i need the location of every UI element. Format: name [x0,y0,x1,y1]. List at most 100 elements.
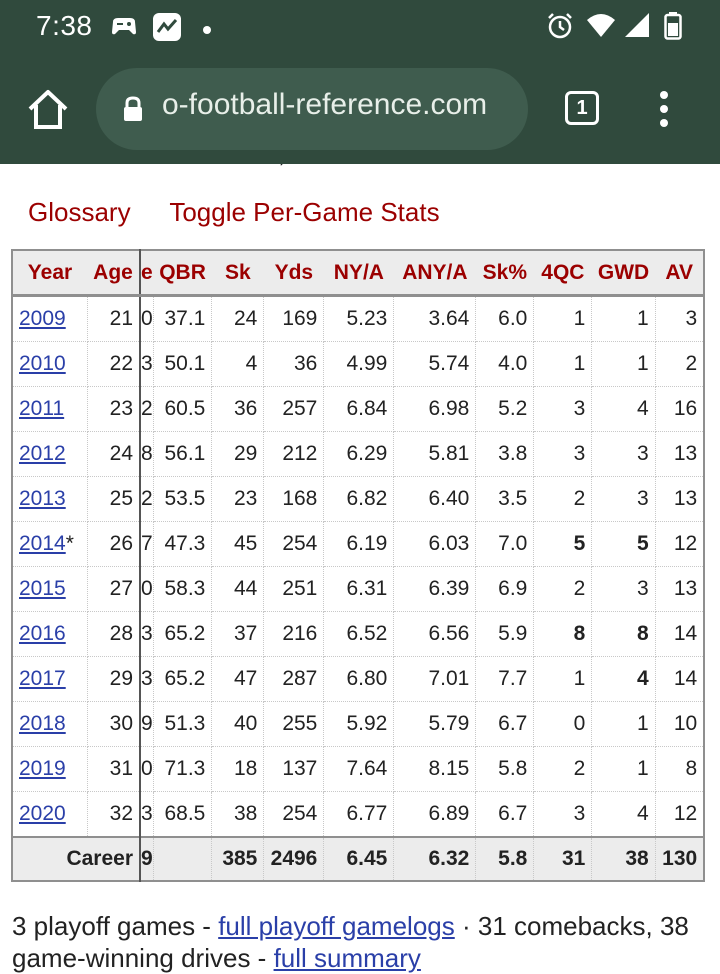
header-sk[interactable]: Sk [211,250,264,297]
header-sk-[interactable]: Sk% [475,250,534,297]
year-link[interactable]: 2019 [19,757,66,780]
qc-cell: 8 [533,611,593,657]
sk-cell: 44 [211,566,265,612]
wifi-icon [586,12,616,43]
career-yds-cell: 2496 [263,836,325,881]
table-row: 2018 30 9 51.3 40 255 5.92 5.79 6.7 0 1 10 [12,701,705,747]
header-age[interactable]: Age [87,250,141,297]
av-cell: 13 [655,476,705,522]
home-icon[interactable] [22,83,74,135]
table-links: Glossary Toggle Per-Game Stats [28,197,472,228]
year-link[interactable]: 2009 [19,307,66,330]
sk-cell: 29 [211,431,265,477]
qbr-cell: 50.1 [153,341,213,387]
header-qbr[interactable]: QBR [153,250,212,297]
qbr-cell: 65.2 [153,656,213,702]
yds-cell: 137 [263,746,325,792]
year-link[interactable]: 2016 [19,622,66,645]
skp-cell: 5.2 [475,386,535,432]
year-link[interactable]: 2010 [19,352,66,375]
year-cell: 2009 [12,295,88,342]
toggle-per-game-link[interactable]: Toggle Per-Game Stats [169,197,440,227]
partial-cell: 9 [140,701,154,747]
sk-cell: 23 [211,476,265,522]
header-gwd[interactable]: GWD [591,250,656,297]
qc-cell: 3 [533,791,593,838]
year-link[interactable]: 2020 [19,802,66,825]
year-link[interactable]: 2017 [19,667,66,690]
year-link[interactable]: 2012 [19,442,66,465]
footer-lead: 3 playoff games - [12,911,219,941]
skp-cell: 4.0 [475,341,535,387]
qc-cell: 1 [533,295,593,342]
age-cell: 29 [87,656,141,702]
sk-cell: 24 [211,295,265,342]
skp-cell: 6.9 [475,566,535,612]
year-cell: 2017 [12,656,88,702]
table-row: 2019 31 0 71.3 18 137 7.64 8.15 5.8 2 1 8 [12,746,705,792]
nya-cell: 6.77 [323,791,395,838]
year-link[interactable]: 2018 [19,712,66,735]
playoff-summary: 3 playoff games - full playoff gamelogs … [12,910,720,974]
header-year[interactable]: Year [12,250,87,297]
year-link[interactable]: 2011 [19,397,65,420]
overflow-menu-icon[interactable] [652,91,676,131]
header-ny-a[interactable]: NY/A [323,250,394,297]
year-cell: 2016 [12,611,88,657]
header-4qc[interactable]: 4QC [533,250,592,297]
career-skp-cell: 5.8 [475,836,535,881]
header-av[interactable]: AV [655,250,705,297]
skp-cell: 3.5 [475,476,535,522]
year-link[interactable]: 2015 [19,577,66,600]
qbr-cell: 47.3 [153,521,213,567]
dot-icon [202,22,212,40]
header-e[interactable]: e [140,250,154,297]
qc-cell: 3 [533,386,593,432]
nya-cell: 6.19 [323,521,395,567]
av-cell: 3 [655,295,705,342]
header-yds[interactable]: Yds [263,250,324,297]
yds-cell: 257 [263,386,325,432]
gwd-cell: 1 [591,295,656,342]
yds-cell: 254 [263,791,325,838]
yds-cell: 287 [263,656,325,702]
av-cell: 12 [655,521,705,567]
year-cell: 2011 [12,386,88,432]
status-bar: 7:38 [0,0,720,55]
age-cell: 23 [87,386,141,432]
gwd-cell: 3 [591,431,656,477]
full-summary-link[interactable]: full summary [273,943,421,973]
nya-cell: 4.99 [323,341,395,387]
yds-cell: 216 [263,611,325,657]
anya-cell: 3.64 [393,295,477,342]
sk-cell: 38 [211,791,265,838]
nya-cell: 6.29 [323,431,395,477]
sk-cell: 18 [211,746,265,792]
stocks-app-icon [152,12,182,47]
signal-icon [624,12,650,43]
age-cell: 24 [87,431,141,477]
header-any-a[interactable]: ANY/A [393,250,476,297]
age-cell: 25 [87,476,141,522]
yds-cell: 255 [263,701,325,747]
playoff-gamelogs-link[interactable]: full playoff gamelogs [218,911,455,941]
year-cell: 2019 [12,746,88,792]
year-link[interactable]: 2014 [19,532,66,555]
nya-cell: 6.52 [323,611,395,657]
qc-cell: 0 [533,701,593,747]
gwd-cell: 1 [591,701,656,747]
address-bar[interactable]: o-football-reference.com [96,68,528,150]
age-cell: 21 [87,295,141,342]
partial-cell: 3 [140,611,154,657]
anya-cell: 6.40 [393,476,477,522]
age-cell: 30 [87,701,141,747]
partial-cell: 3 [140,656,154,702]
sk-cell: 4 [211,341,265,387]
glossary-link[interactable]: Glossary [28,197,131,227]
year-link[interactable]: 2013 [19,487,66,510]
anya-cell: 7.01 [393,656,477,702]
table-row: 2010 22 3 50.1 4 36 4.99 5.74 4.0 1 1 2 [12,341,705,387]
table-row: 2015 27 0 58.3 44 251 6.31 6.39 6.9 2 3 13 [12,566,705,612]
av-cell: 14 [655,656,705,702]
tab-switcher-button[interactable]: 1 [565,91,599,125]
